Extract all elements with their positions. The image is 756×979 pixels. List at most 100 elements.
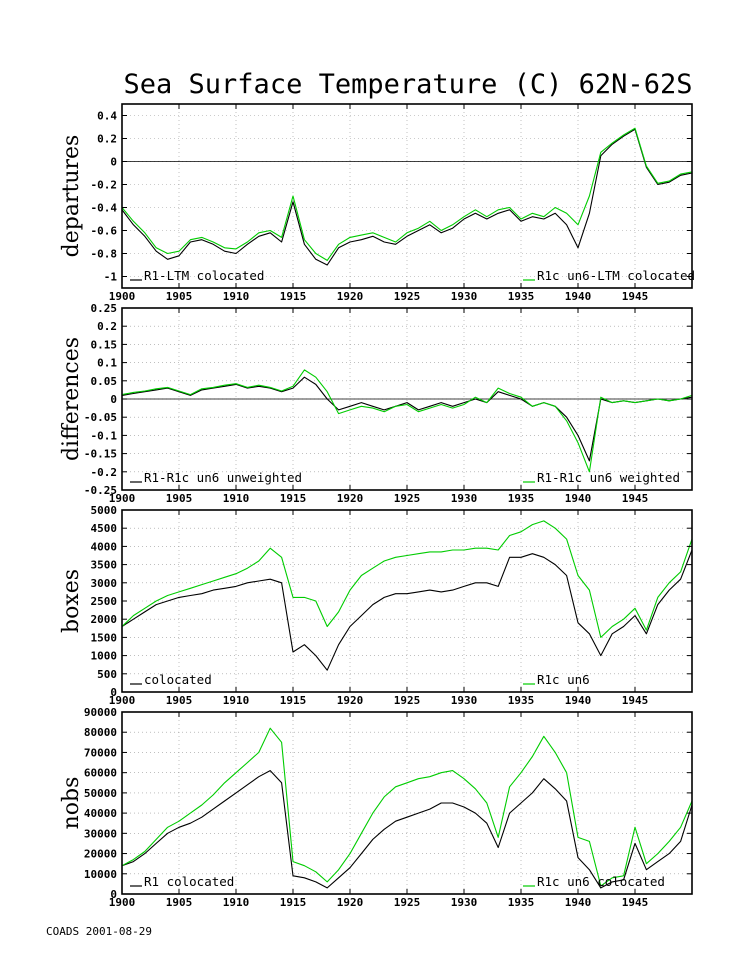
x-tick-label: 1920 [337, 694, 364, 707]
y-tick-label: 40000 [84, 807, 117, 820]
x-tick-label: 1920 [337, 492, 364, 505]
x-tick-label: 1910 [223, 896, 250, 909]
x-tick-label: 1905 [166, 492, 193, 505]
y-tick-label: 500 [97, 668, 117, 681]
footer-note: COADS 2001-08-29 [46, 925, 152, 938]
x-tick-label: 1900 [109, 290, 136, 303]
y-tick-label: 4000 [91, 540, 118, 553]
y-tick-label: 0.25 [91, 302, 118, 315]
legend-label: R1c un6 colocated [537, 874, 665, 889]
y-tick-label: 2500 [91, 595, 118, 608]
x-tick-label: 1945 [622, 694, 649, 707]
x-tick-label: 1945 [622, 492, 649, 505]
y-tick-label: -0.05 [84, 411, 117, 424]
y-tick-label: 0 [110, 686, 117, 699]
series-line-green [121, 369, 693, 473]
y-axis-label: boxes [59, 569, 84, 633]
x-tick-label: 1925 [394, 290, 421, 303]
y-tick-label: 3500 [91, 559, 118, 572]
x-tick-label: 1910 [223, 694, 250, 707]
y-tick-label: 10000 [84, 868, 117, 881]
y-tick-label: 0.4 [97, 110, 117, 123]
x-tick-label: 1935 [508, 492, 535, 505]
y-tick-label: 60000 [84, 767, 117, 780]
y-tick-label: -0.4 [91, 202, 118, 215]
y-axis-label: departures [59, 135, 84, 258]
x-tick-label: 1940 [565, 896, 592, 909]
x-tick-label: 1925 [394, 896, 421, 909]
series-line-green [121, 520, 693, 638]
x-tick-label: 1900 [109, 492, 136, 505]
legend-label: R1-LTM colocated [144, 268, 264, 283]
y-tick-label: 0 [110, 156, 117, 169]
chart-title: Sea Surface Temperature (C) 62N-62S [124, 69, 693, 100]
x-tick-label: 1925 [394, 492, 421, 505]
x-tick-label: 1935 [508, 290, 535, 303]
y-tick-label: -0.2 [91, 179, 118, 192]
x-tick-label: 1945 [622, 290, 649, 303]
y-tick-label: 5000 [91, 504, 118, 517]
legend-label: R1-R1c un6 weighted [537, 470, 680, 485]
y-tick-label: -0.2 [91, 466, 118, 479]
y-tick-label: -0.1 [91, 429, 118, 442]
x-tick-label: 1920 [337, 896, 364, 909]
legend-label: R1 colocated [144, 874, 234, 889]
x-tick-label: 1940 [565, 694, 592, 707]
y-tick-label: 50000 [84, 787, 117, 800]
legend-label: R1c un6-LTM colocated [537, 268, 695, 283]
panel-nobs: 0 10000 20000 30000 40000 50000 60000 70000 8000… [59, 706, 693, 909]
plot-frame [121, 711, 693, 895]
y-tick-label: 90000 [84, 706, 117, 719]
y-tick-label: 80000 [84, 726, 117, 739]
x-tick-label: 1905 [166, 694, 193, 707]
legend-label: R1-R1c un6 unweighted [144, 470, 302, 485]
legend-label: R1c un6 [537, 672, 590, 687]
x-tick-label: 1900 [109, 896, 136, 909]
panel-departures: -1 -0.8 -0.6 -0.4 -0.2 0 0.2 0.4 1900 1905 1910 191… [59, 103, 695, 303]
x-tick-label: 1935 [508, 896, 535, 909]
y-tick-label: -0.15 [84, 448, 117, 461]
y-axis-label: nobs [59, 777, 84, 830]
y-tick-label: 0 [110, 888, 117, 901]
x-tick-label: 1905 [166, 896, 193, 909]
x-tick-label: 1945 [622, 896, 649, 909]
panels: -1 -0.8 -0.6 -0.4 -0.2 0 0.2 0.4 1900 1905 1910 191… [59, 103, 695, 909]
series-line-green [121, 727, 693, 887]
x-tick-label: 1930 [451, 492, 478, 505]
y-axis-label: differences [59, 337, 84, 461]
x-tick-label: 1925 [394, 694, 421, 707]
x-tick-label: 1915 [280, 694, 307, 707]
y-tick-label: 0 [110, 393, 117, 406]
x-tick-label: 1915 [280, 492, 307, 505]
y-tick-label: -0.25 [84, 484, 117, 497]
y-tick-label: 1000 [91, 650, 118, 663]
x-tick-label: 1900 [109, 694, 136, 707]
panel-differences: -0.25 -0.2 -0.15 -0.1 -0.05 0 0.05 0.1 0.15 0.2 0.… [59, 302, 693, 505]
y-tick-label: 3000 [91, 577, 118, 590]
x-tick-label: 1930 [451, 290, 478, 303]
y-tick-label: 0.2 [97, 133, 117, 146]
series-line-black [121, 128, 693, 266]
x-tick-label: 1930 [451, 896, 478, 909]
x-tick-label: 1940 [565, 492, 592, 505]
x-tick-label: 1910 [223, 290, 250, 303]
x-tick-label: 1915 [280, 896, 307, 909]
y-tick-label: 4500 [91, 522, 118, 535]
series-line-green [121, 127, 693, 261]
y-tick-label: 0.1 [97, 357, 117, 370]
x-tick-label: 1935 [508, 694, 535, 707]
series-line-black [121, 770, 693, 889]
x-tick-label: 1940 [565, 290, 592, 303]
x-tick-label: 1915 [280, 290, 307, 303]
y-tick-label: -0.6 [91, 225, 118, 238]
y-tick-label: -1 [104, 271, 118, 284]
y-tick-label: 20000 [84, 848, 117, 861]
y-tick-label: 0.2 [97, 320, 117, 333]
y-tick-label: 30000 [84, 827, 117, 840]
y-tick-label: -0.8 [91, 248, 118, 261]
y-tick-label: 0.15 [91, 338, 118, 351]
y-tick-label: 1500 [91, 631, 118, 644]
x-tick-label: 1930 [451, 694, 478, 707]
panel-boxes: 0 500 1000 1500 2000 2500 3000 3500 4000 4500 5000… [59, 504, 693, 707]
